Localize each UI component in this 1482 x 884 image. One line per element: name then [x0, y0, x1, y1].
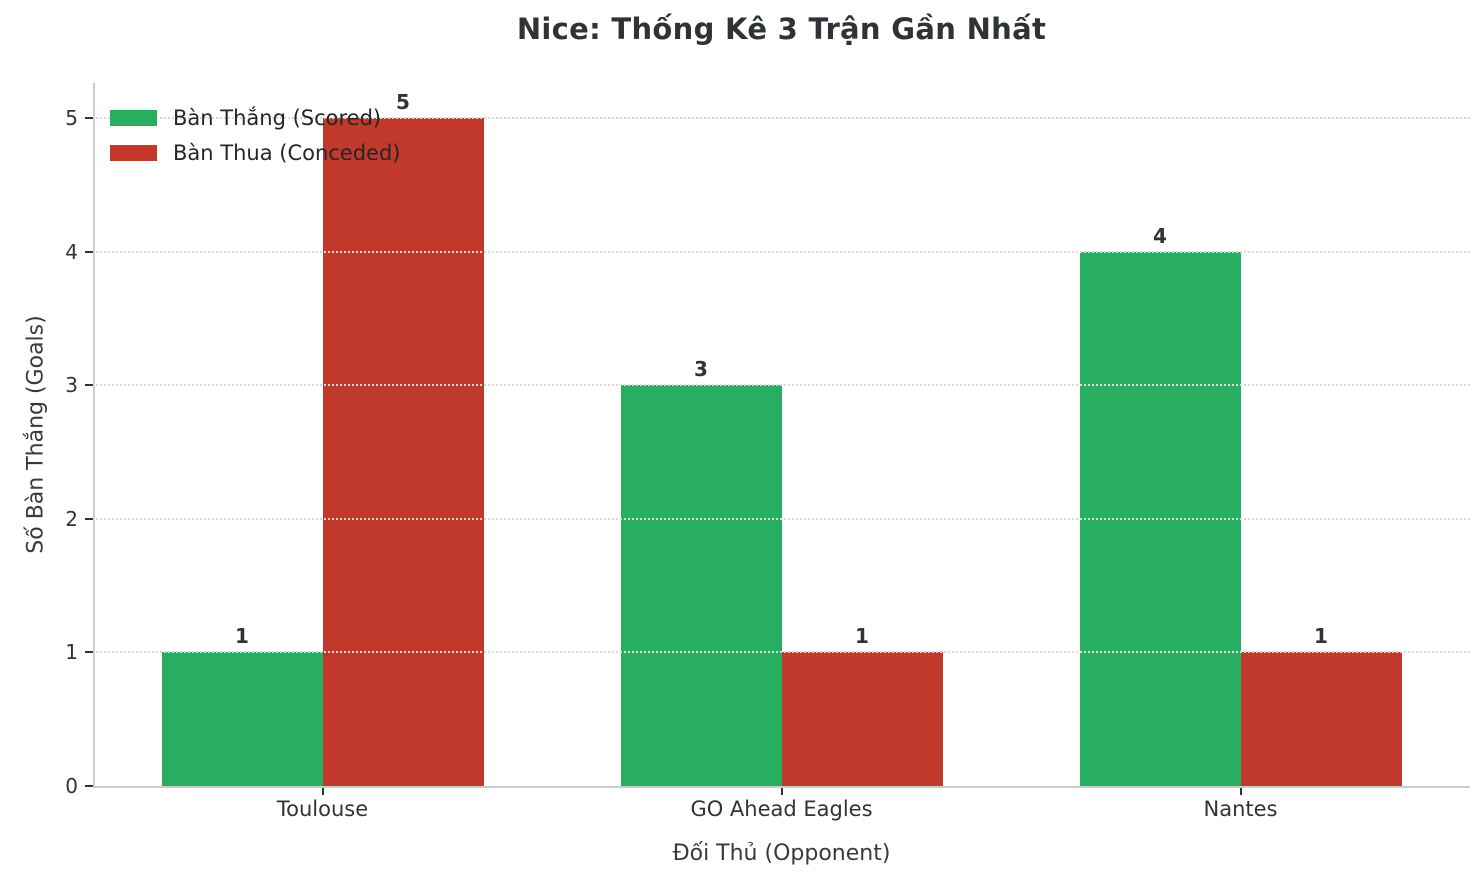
bar-value-scored-go-ahead-eagles: 3	[694, 357, 708, 382]
bar-conceded-go-ahead-eagles	[781, 652, 943, 786]
legend-swatch-scored	[110, 110, 157, 126]
x-tick-label-toulouse: Toulouse	[276, 797, 369, 821]
y-tick-mark-2	[85, 517, 93, 520]
x-tick-mark-toulouse	[321, 788, 324, 795]
legend-swatch-conceded	[110, 145, 157, 161]
grid-line-2	[93, 517, 1470, 520]
bar-value-conceded-nantes: 1	[1314, 624, 1328, 649]
bar-conceded-nantes	[1240, 652, 1402, 786]
y-tick-label-3: 3	[65, 373, 78, 398]
legend-label-conceded: Bàn Thua (Conceded)	[173, 141, 401, 165]
y-tick-mark-0	[85, 785, 93, 787]
bar-value-scored-toulouse: 1	[235, 624, 249, 649]
bar-value-scored-nantes: 4	[1153, 223, 1167, 248]
x-tick-mark-nantes	[1239, 788, 1242, 795]
bar-value-conceded-go-ahead-eagles: 1	[855, 624, 869, 649]
y-tick-mark-3	[85, 384, 93, 387]
plot-area: 1 5 3 1 4 1 Bàn Thắng (Scored) Bàn Thua (Conce…	[93, 83, 1470, 786]
y-tick-mark-1	[85, 651, 93, 654]
bar-scored-toulouse	[161, 652, 323, 786]
y-axis-spine	[93, 83, 95, 788]
y-tick-label-0: 0	[65, 774, 78, 798]
x-tick-label-nantes: Nantes	[1203, 797, 1278, 821]
grid-line-1	[93, 651, 1470, 654]
grid-line-4	[93, 250, 1470, 253]
grid-line-5	[93, 117, 1470, 119]
legend: Bàn Thắng (Scored) Bàn Thua (Conceded)	[110, 106, 401, 177]
y-tick-mark-5	[85, 117, 93, 119]
bar-value-conceded-toulouse: 5	[396, 90, 410, 114]
x-tick-label-go-ahead-eagles: GO Ahead Eagles	[690, 797, 873, 821]
y-tick-label-5: 5	[65, 106, 78, 130]
legend-item-scored: Bàn Thắng (Scored)	[110, 106, 401, 130]
y-tick-label-2: 2	[65, 506, 78, 531]
bar-scored-go-ahead-eagles	[620, 385, 782, 786]
x-axis-label: Đối Thủ (Opponent)	[672, 841, 891, 866]
x-axis-spine	[93, 786, 1470, 788]
y-tick-mark-4	[85, 250, 93, 253]
legend-label-scored: Bàn Thắng (Scored)	[173, 106, 382, 130]
chart-title: Nice: Thống Kê 3 Trận Gần Nhất	[516, 12, 1047, 46]
x-tick-mark-go-ahead-eagles	[780, 788, 783, 795]
grid-line-3	[93, 384, 1470, 387]
legend-item-conceded: Bàn Thua (Conceded)	[110, 141, 401, 165]
bar-conceded-toulouse	[322, 118, 484, 786]
y-tick-label-1: 1	[65, 640, 78, 665]
y-tick-label-4: 4	[65, 239, 78, 264]
